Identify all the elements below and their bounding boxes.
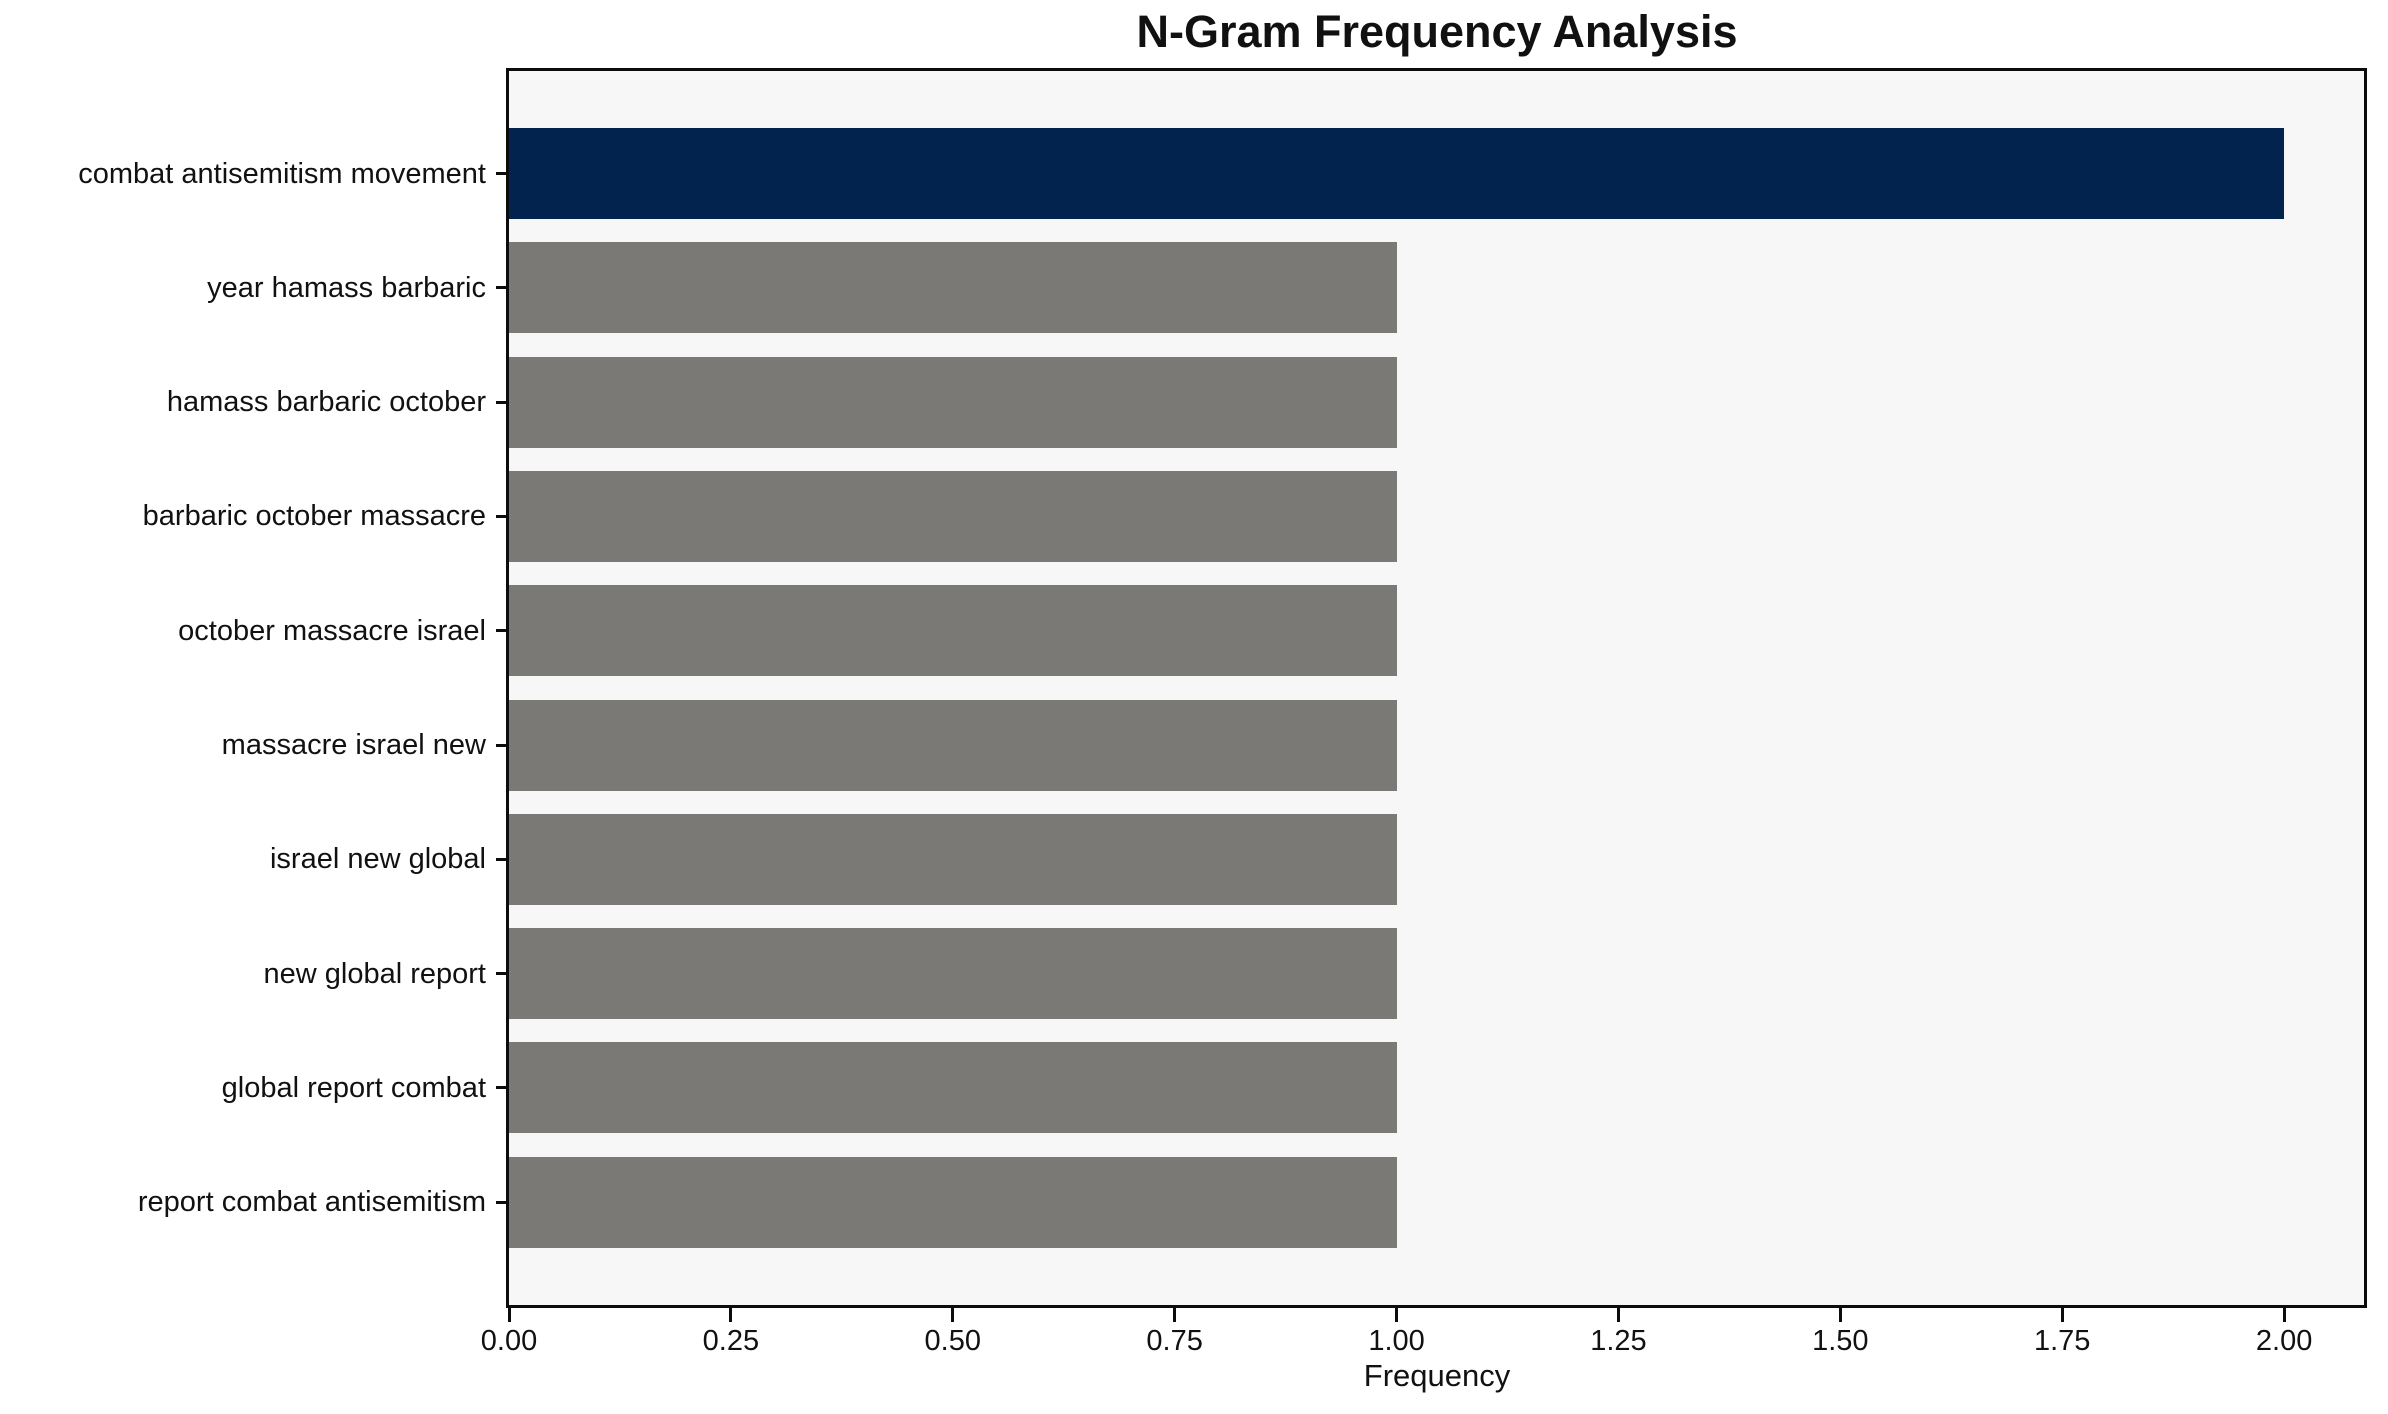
x-tick-mark: [1838, 1308, 1842, 1322]
bar: [509, 242, 1397, 334]
y-tick-label: combat antisemitism movement: [78, 157, 486, 190]
x-tick-label: 1.75: [2033, 1325, 2091, 1357]
y-tick-mark: [496, 1086, 506, 1090]
y-tick-label: israel new global: [269, 843, 486, 876]
y-tick-label: new global report: [263, 957, 486, 990]
y-tick-label: october massacre israel: [178, 614, 486, 647]
bar: [509, 1156, 1397, 1248]
y-tick-label: year hamass barbaric: [207, 271, 486, 304]
y-tick-label: global report combat: [221, 1071, 486, 1104]
x-tick-mark: [729, 1308, 733, 1322]
y-tick-mark: [496, 172, 506, 175]
x-tick-label: 0.25: [702, 1325, 760, 1357]
x-tick-label: 2.00: [2255, 1325, 2313, 1357]
y-tick-mark: [496, 1200, 506, 1204]
y-tick-mark: [496, 400, 506, 404]
x-tick-mark: [1173, 1308, 1177, 1322]
x-tick-mark: [1616, 1308, 1620, 1322]
y-tick-mark: [496, 743, 506, 747]
y-tick-label: massacre israel new: [221, 729, 486, 761]
bar: [509, 699, 1397, 791]
y-tick-mark: [496, 629, 506, 633]
x-tick-label: 1.00: [1368, 1325, 1425, 1357]
y-tick-label: hamass barbaric october: [166, 386, 486, 419]
bar: [509, 356, 1397, 448]
bar: [509, 1042, 1397, 1134]
x-tick-mark: [951, 1308, 955, 1322]
x-tick-label: 1.25: [1590, 1325, 1647, 1357]
x-tick-label: 0.75: [1146, 1325, 1203, 1357]
x-tick-mark: [2060, 1308, 2064, 1322]
bar: [509, 813, 1397, 905]
y-tick-label: barbaric october massacre: [142, 500, 486, 533]
y-tick-mark: [496, 972, 506, 976]
chart-title: N-Gram Frequency Analysis: [1136, 6, 1738, 57]
x-tick-mark: [2282, 1308, 2286, 1322]
y-tick-mark: [496, 857, 506, 861]
x-tick-label: 0.00: [480, 1325, 538, 1357]
x-tick-mark: [507, 1308, 511, 1322]
x-tick-label: 0.50: [924, 1325, 981, 1357]
x-axis-title: Frequency: [1363, 1358, 1511, 1393]
bar: [509, 928, 1397, 1020]
y-tick-mark: [496, 286, 506, 290]
y-tick-label: report combat antisemitism: [137, 1186, 486, 1219]
bar: [509, 128, 2284, 219]
bar: [509, 585, 1397, 677]
x-tick-label: 1.50: [1812, 1325, 1869, 1357]
plot-area: [506, 68, 2367, 1308]
y-tick-mark: [496, 514, 506, 518]
x-tick-mark: [1395, 1308, 1399, 1322]
bar: [509, 470, 1397, 562]
